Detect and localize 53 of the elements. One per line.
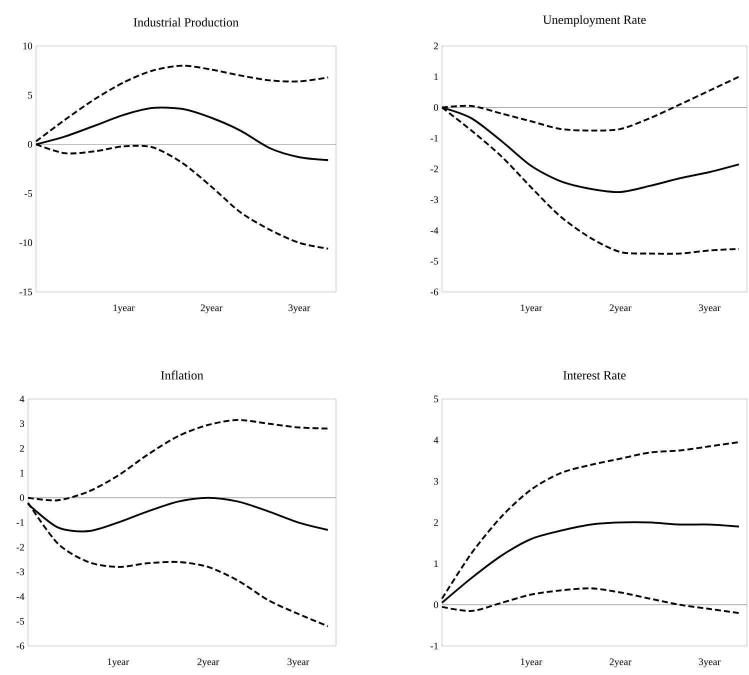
x-tick-label: 2year (200, 304, 222, 314)
y-tick-label: 10 (23, 42, 32, 50)
x-tick-label: 3year (698, 658, 721, 668)
x-tick-label: 2year (610, 658, 632, 668)
line-series (441, 441, 740, 600)
y-tick-label: -1 (430, 134, 438, 142)
y-tick-label: -5 (24, 190, 32, 197)
x-tick-label: 3year (288, 658, 310, 668)
x-tick-label: 1year (521, 658, 542, 668)
y-tick-label: 0 (28, 141, 32, 148)
x-tick-label: 2year (610, 304, 632, 314)
line-series (27, 419, 329, 502)
y-tick-label: 4 (20, 396, 24, 402)
y-tick-label: 0 (20, 494, 24, 502)
x-tick-label: 1year (108, 658, 130, 668)
y-tick-label: 1 (434, 560, 438, 567)
chart-title: Unemployment Rate (543, 15, 646, 27)
x-tick-label: 1year (521, 304, 542, 314)
x-tick-label: 1year (114, 304, 135, 314)
y-tick-label: -5 (430, 258, 438, 265)
y-tick-label: -15 (20, 288, 32, 296)
line-series (441, 587, 740, 614)
y-tick-label: 3 (434, 478, 438, 485)
y-tick-label: -6 (16, 642, 24, 650)
y-tick-label: -6 (430, 288, 438, 296)
y-tick-label: 2 (434, 42, 438, 50)
y-tick-label: 5 (28, 92, 32, 98)
y-tick-label: -3 (430, 196, 438, 204)
y-tick-label: -2 (16, 544, 24, 550)
y-tick-label: 0 (434, 601, 438, 608)
chart-title: Inflation (161, 370, 204, 380)
y-tick-label: -2 (430, 166, 438, 172)
chart-title: Industrial Production (134, 18, 239, 27)
y-tick-label: -4 (16, 593, 24, 600)
y-tick-label: -1 (16, 519, 24, 526)
y-tick-label: 5 (434, 396, 438, 402)
y-tick-label: -5 (16, 618, 24, 625)
y-tick-label: -1 (430, 642, 438, 650)
y-tick-label: 1 (434, 73, 438, 80)
y-tick-label: 1 (20, 470, 24, 476)
chart-title: Interest Rate (563, 371, 626, 380)
y-tick-label: -3 (16, 568, 24, 576)
y-tick-label: -10 (20, 239, 32, 246)
y-tick-label: 0 (434, 104, 438, 111)
y-tick-label: 3 (20, 420, 24, 428)
x-tick-label: 3year (288, 304, 310, 314)
x-tick-label: 3year (698, 304, 721, 314)
x-tick-label: 2year (198, 658, 220, 668)
y-tick-label: 4 (434, 436, 438, 444)
y-tick-label: -4 (430, 227, 438, 234)
line-series (441, 521, 740, 604)
y-tick-label: 2 (20, 445, 24, 452)
y-tick-label: 2 (434, 519, 438, 526)
